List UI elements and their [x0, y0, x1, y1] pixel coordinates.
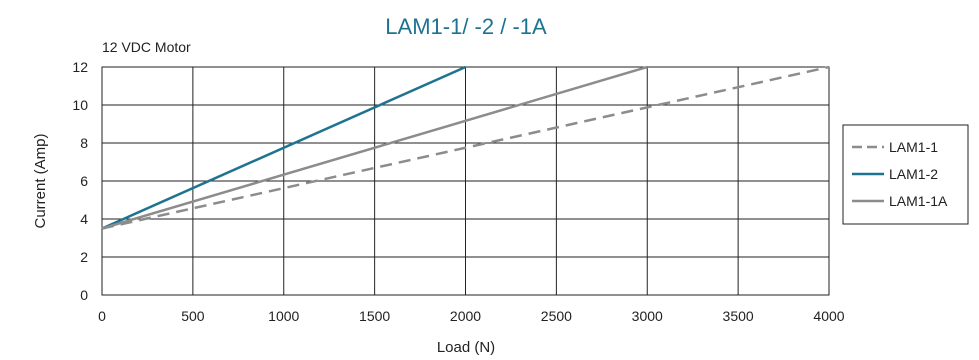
- x-tick-label: 1500: [359, 308, 390, 324]
- x-tick-label: 4000: [813, 308, 844, 324]
- series-line-lam1-1: [101, 65, 830, 230]
- y-tick-label: 0: [80, 287, 88, 303]
- y-tick-label: 8: [80, 135, 88, 151]
- x-tick-label: 2500: [541, 308, 572, 324]
- y-tick-label: 2: [80, 249, 88, 265]
- series-line-lam1-1a: [101, 65, 648, 230]
- x-tick-label: 0: [98, 308, 106, 324]
- x-axis-label: Load (N): [437, 339, 495, 356]
- legend: LAM1-1 LAM1-2 LAM1-1A: [842, 124, 969, 225]
- y-tick-label: 10: [72, 97, 88, 113]
- x-tick-label: 2000: [450, 308, 481, 324]
- chart-subtitle: 12 VDC Motor: [102, 39, 191, 55]
- x-tick-label: 3500: [723, 308, 754, 324]
- chart-title: LAM1-1/ -2 / -1A: [385, 14, 547, 39]
- x-axis-ticks: 0 500 1000 1500 2000 2500 3000 3500 4000: [98, 308, 845, 324]
- y-tick-label: 4: [80, 211, 88, 227]
- y-axis-label: Current (Amp): [32, 133, 49, 228]
- series-lines: [101, 65, 830, 230]
- legend-label-lam1-1: LAM1-1: [889, 139, 938, 155]
- y-axis-ticks: 0 2 4 6 8 10 12: [72, 59, 88, 303]
- x-tick-label: 1000: [268, 308, 299, 324]
- legend-label-lam1-1a: LAM1-1A: [889, 193, 948, 209]
- y-tick-label: 12: [72, 59, 88, 75]
- series-line-lam1-2: [101, 65, 467, 230]
- legend-label-lam1-2: LAM1-2: [889, 166, 938, 182]
- x-tick-label: 3000: [632, 308, 663, 324]
- x-tick-label: 500: [181, 308, 205, 324]
- y-tick-label: 6: [80, 173, 88, 189]
